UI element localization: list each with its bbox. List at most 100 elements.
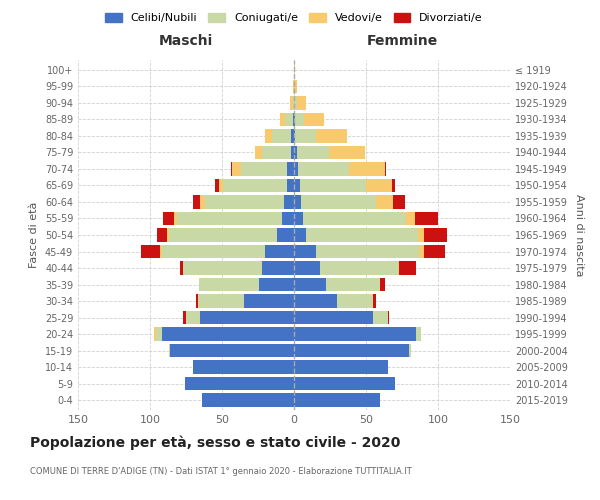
- Bar: [293, 80, 294, 93]
- Bar: [161, 245, 265, 258]
- Bar: [262, 262, 294, 274]
- Bar: [419, 245, 424, 258]
- Bar: [241, 162, 287, 175]
- Bar: [294, 64, 295, 76]
- Bar: [262, 146, 291, 159]
- Bar: [185, 377, 294, 390]
- Bar: [409, 344, 410, 357]
- Bar: [294, 344, 409, 357]
- Bar: [157, 228, 167, 241]
- Bar: [223, 179, 287, 192]
- Bar: [287, 179, 294, 192]
- Text: Femmine: Femmine: [367, 34, 437, 48]
- Bar: [293, 113, 294, 126]
- Bar: [286, 113, 293, 126]
- Bar: [394, 196, 405, 208]
- Bar: [183, 262, 262, 274]
- Bar: [294, 228, 305, 241]
- Bar: [376, 196, 394, 208]
- Text: Popolazione per età, sesso e stato civile - 2020: Popolazione per età, sesso e stato civil…: [30, 435, 400, 450]
- Bar: [197, 294, 244, 308]
- Bar: [415, 212, 438, 225]
- Bar: [320, 262, 398, 274]
- Bar: [232, 162, 241, 175]
- Bar: [366, 179, 392, 192]
- Bar: [291, 130, 294, 142]
- Bar: [215, 179, 219, 192]
- Bar: [193, 196, 200, 208]
- Bar: [180, 262, 183, 274]
- Bar: [169, 228, 277, 241]
- Bar: [163, 212, 175, 225]
- Bar: [272, 130, 291, 142]
- Bar: [154, 328, 156, 340]
- Bar: [290, 96, 293, 110]
- Bar: [205, 196, 284, 208]
- Bar: [230, 162, 232, 175]
- Bar: [291, 146, 294, 159]
- Bar: [326, 278, 380, 291]
- Bar: [294, 162, 298, 175]
- Bar: [392, 179, 395, 192]
- Bar: [297, 96, 305, 110]
- Text: Maschi: Maschi: [159, 34, 213, 48]
- Bar: [294, 179, 300, 192]
- Bar: [398, 262, 399, 274]
- Bar: [294, 196, 301, 208]
- Bar: [302, 212, 406, 225]
- Bar: [424, 228, 446, 241]
- Bar: [200, 196, 205, 208]
- Bar: [305, 228, 418, 241]
- Bar: [418, 228, 424, 241]
- Bar: [178, 212, 283, 225]
- Bar: [200, 311, 294, 324]
- Bar: [294, 360, 388, 374]
- Text: COMUNE DI TERRE D'ADIGE (TN) - Dati ISTAT 1° gennaio 2020 - Elaborazione TUTTITA: COMUNE DI TERRE D'ADIGE (TN) - Dati ISTA…: [30, 468, 412, 476]
- Bar: [202, 394, 294, 406]
- Bar: [196, 294, 197, 308]
- Bar: [294, 80, 297, 93]
- Bar: [255, 146, 262, 159]
- Bar: [294, 311, 373, 324]
- Bar: [294, 113, 295, 126]
- Bar: [294, 146, 297, 159]
- Bar: [183, 311, 186, 324]
- Bar: [142, 245, 160, 258]
- Bar: [373, 294, 376, 308]
- Bar: [349, 162, 385, 175]
- Bar: [294, 96, 297, 110]
- Bar: [329, 146, 365, 159]
- Bar: [399, 262, 416, 274]
- Bar: [265, 245, 294, 258]
- Bar: [380, 278, 385, 291]
- Bar: [295, 130, 316, 142]
- Bar: [373, 311, 388, 324]
- Bar: [160, 245, 161, 258]
- Bar: [295, 113, 304, 126]
- Bar: [199, 278, 259, 291]
- Y-axis label: Anni di nascita: Anni di nascita: [574, 194, 584, 276]
- Bar: [170, 344, 294, 357]
- Bar: [385, 162, 386, 175]
- Bar: [294, 294, 337, 308]
- Y-axis label: Fasce di età: Fasce di età: [29, 202, 39, 268]
- Bar: [161, 328, 294, 340]
- Bar: [169, 344, 170, 357]
- Bar: [304, 113, 324, 126]
- Bar: [156, 328, 161, 340]
- Bar: [167, 228, 169, 241]
- Bar: [316, 130, 347, 142]
- Bar: [294, 262, 320, 274]
- Bar: [416, 328, 421, 340]
- Bar: [294, 394, 380, 406]
- Bar: [294, 130, 295, 142]
- Bar: [219, 179, 223, 192]
- Bar: [277, 228, 294, 241]
- Bar: [284, 196, 294, 208]
- Bar: [283, 212, 294, 225]
- Bar: [316, 245, 419, 258]
- Bar: [406, 212, 415, 225]
- Bar: [294, 278, 326, 291]
- Bar: [287, 162, 294, 175]
- Bar: [293, 96, 294, 110]
